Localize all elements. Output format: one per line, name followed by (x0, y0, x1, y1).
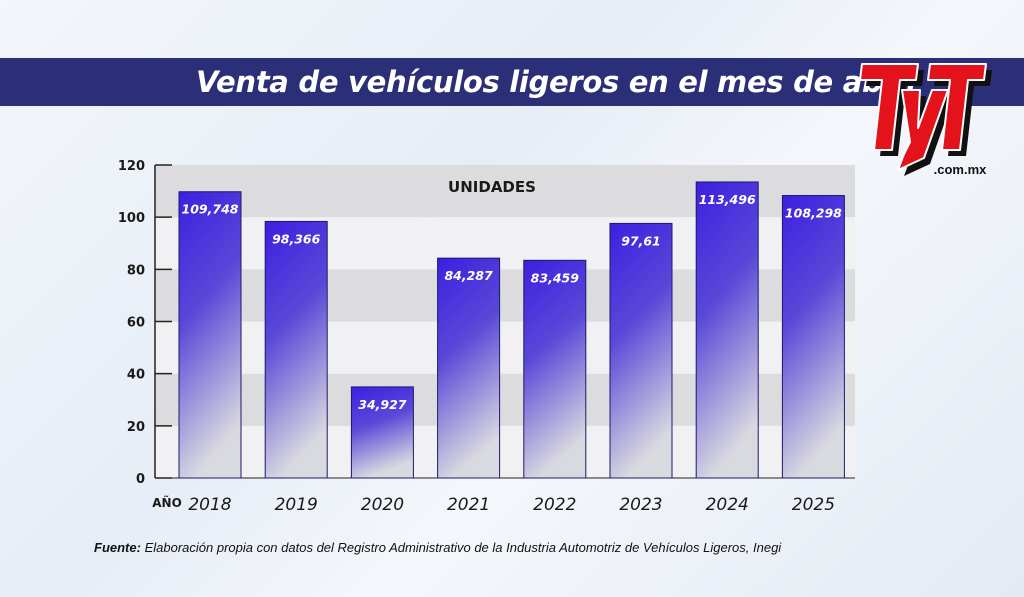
x-tick-label-2025: 2025 (792, 495, 835, 515)
x-tick-label-2023: 2023 (619, 495, 662, 515)
bar-2021 (437, 257, 501, 479)
x-tick-label-2020: 2020 (361, 495, 404, 515)
band-label-unidades: UNIDADES (448, 178, 536, 196)
y-tick-label: 20 (127, 420, 145, 435)
chart-title: Venta de vehículos ligeros en el mes de … (196, 65, 916, 99)
y-tick-label: 100 (118, 211, 145, 226)
bar-2020 (350, 386, 414, 479)
bar-2025 (781, 195, 845, 479)
data-label-2020: 34,927 (358, 397, 407, 412)
bar-2019 (264, 220, 328, 479)
y-tick-label: 0 (136, 472, 145, 487)
x-tick-label-2022: 2022 (533, 495, 576, 515)
data-label-2018: 109,748 (182, 202, 239, 217)
data-label-2021: 84,287 (444, 268, 493, 283)
bar-2018 (178, 191, 242, 479)
y-tick-label: 80 (127, 263, 145, 278)
x-tick-label-2024: 2024 (706, 495, 749, 515)
bar-2022 (523, 259, 587, 479)
footer-label: Fuente: (94, 540, 141, 555)
bar-2024 (695, 181, 759, 479)
y-tick-label: 40 (127, 368, 145, 383)
x-axis-label: AÑO (152, 495, 182, 510)
data-label-2024: 113,496 (699, 192, 756, 207)
footer-text: Elaboración propia con datos del Registr… (140, 540, 782, 555)
title-band (0, 58, 1024, 106)
data-label-2019: 98,366 (272, 231, 321, 246)
x-tick-label-2019: 2019 (275, 495, 318, 515)
data-label-2023: 97,61 (621, 233, 661, 248)
x-tick-label-2021: 2021 (447, 495, 490, 515)
data-label-2025: 108,298 (785, 206, 842, 221)
logo-domain: .com.mx (934, 162, 988, 177)
tyt-logo: .com.mx (859, 63, 992, 177)
x-tick-label-2018: 2018 (188, 495, 231, 515)
data-label-2022: 83,459 (531, 270, 580, 285)
bar-2023 (609, 222, 673, 479)
y-tick-label: 60 (127, 316, 145, 331)
source-footer: Fuente: Elaboración propia con datos del… (94, 540, 781, 555)
y-tick-label: 120 (118, 159, 145, 174)
